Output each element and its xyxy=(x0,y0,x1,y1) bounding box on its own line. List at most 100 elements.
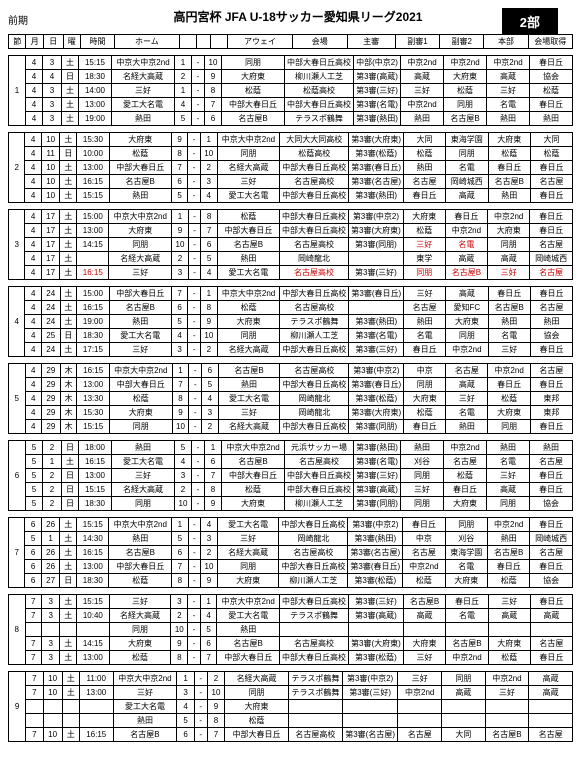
cell: 名経大高蔵 xyxy=(218,420,280,434)
cell xyxy=(488,623,530,637)
cell: 三好 xyxy=(487,469,530,483)
cell: 名古屋 xyxy=(530,301,572,315)
cell: 三好 xyxy=(109,595,171,609)
cell: 三好 xyxy=(109,343,171,357)
cell: 土 xyxy=(60,651,77,665)
cell xyxy=(442,714,486,728)
cell: 14:30 xyxy=(77,532,109,546)
cell: 4 xyxy=(26,84,43,98)
table-row: 51土14:30熱田5-3三好岡崎龍北第3審(熱田)中京刈谷熱田岡崎城西 xyxy=(9,532,573,546)
cell: - xyxy=(188,560,201,574)
cell: 高蔵 xyxy=(446,378,488,392)
table-row: 429木13:30松蔭8-4愛工大名電岡崎龍北第3審(松蔭)大府東三好松蔭東邦 xyxy=(9,392,573,406)
cell: - xyxy=(188,133,201,147)
cell: 熱田 xyxy=(488,532,530,546)
cell: 19:00 xyxy=(79,112,112,126)
cell: 高蔵 xyxy=(530,609,572,623)
cell: 第3審(同朋) xyxy=(354,497,401,511)
col-header: 主審 xyxy=(347,35,395,49)
cell: 高蔵 xyxy=(529,686,573,700)
cell: 7 xyxy=(26,686,43,700)
cell: 名電 xyxy=(446,406,488,420)
cell: 熱田 xyxy=(404,161,446,175)
cell xyxy=(77,623,109,637)
cell: 10 xyxy=(175,497,192,511)
cell: 三好 xyxy=(403,651,445,665)
cell: 柳川瀬人工芝 xyxy=(279,574,348,588)
cell: 土 xyxy=(60,637,77,651)
cell: 3 xyxy=(202,406,219,420)
cell: - xyxy=(194,686,207,700)
cell: 13:00 xyxy=(79,98,112,112)
cell: 松蔭高校 xyxy=(285,84,354,98)
table-row: 417土名経大高蔵2-5熱田岡崎龍北東学高蔵高蔵岡崎城西 xyxy=(9,252,573,266)
cell xyxy=(446,623,488,637)
cell: 7 xyxy=(171,287,187,301)
cell: 三好 xyxy=(112,84,175,98)
cell: 熱田 xyxy=(218,378,280,392)
cell: - xyxy=(188,287,201,301)
cell: 2 xyxy=(175,483,192,497)
cell: 春日丘 xyxy=(530,469,573,483)
cell: 15:30 xyxy=(77,133,109,147)
cell: 第3審(松蔭) xyxy=(349,147,404,161)
cell: 大同 xyxy=(404,133,446,147)
cell: 2 xyxy=(43,483,62,497)
cell: 熱田 xyxy=(487,441,530,455)
cell: 名古屋 xyxy=(404,301,446,315)
cell: 第3審(熱田) xyxy=(354,441,401,455)
cell: 10:00 xyxy=(77,147,109,161)
division-badge: 2部 xyxy=(502,8,558,35)
cell: 春日丘 xyxy=(445,210,487,224)
cell: 4 xyxy=(200,609,217,623)
table-row: 143土15:15中京大中京2nd1-10同朋中部大春日丘高校中部(中京2)中京… xyxy=(9,56,573,70)
cell: 中京2nd xyxy=(401,98,444,112)
cell: 松蔭 xyxy=(109,651,171,665)
cell: 名古屋B xyxy=(403,595,445,609)
cell: 中部大春日丘 xyxy=(109,560,172,574)
setu-cell: 6 xyxy=(9,441,26,511)
cell: 中京大中京2nd xyxy=(109,364,172,378)
cell: 15:30 xyxy=(77,406,109,420)
cell: 名古屋高校 xyxy=(280,175,349,189)
cell: 5 xyxy=(171,189,187,203)
cell: 熱田 xyxy=(112,441,175,455)
cell xyxy=(485,714,529,728)
cell: 24 xyxy=(41,343,60,357)
cell: 18:30 xyxy=(77,574,109,588)
cell: 柳川瀬人工芝 xyxy=(285,497,354,511)
cell: 土 xyxy=(60,224,77,238)
cell: 日 xyxy=(62,441,79,455)
cell: 2 xyxy=(200,343,217,357)
cell xyxy=(80,714,113,728)
cell: - xyxy=(188,651,201,665)
cell: 第3審(三好) xyxy=(349,595,404,609)
cell: テラスポ鶴舞 xyxy=(280,315,349,329)
cell: 三好 xyxy=(398,672,442,686)
cell: 三好 xyxy=(218,406,280,420)
cell: 中京大中京2nd xyxy=(222,441,285,455)
cell: 同朋 xyxy=(112,497,175,511)
cell xyxy=(280,623,349,637)
cell: - xyxy=(188,252,201,266)
cell: 24 xyxy=(41,301,60,315)
cell: 29 xyxy=(42,406,61,420)
cell: - xyxy=(189,406,202,420)
cell: 5 xyxy=(175,441,192,455)
cell: 10 xyxy=(41,161,60,175)
cell: 10 xyxy=(200,147,217,161)
cell: 土 xyxy=(62,455,79,469)
cell: 松蔭 xyxy=(403,224,445,238)
cell: - xyxy=(188,343,201,357)
cell: 16:15 xyxy=(77,364,109,378)
cell: 愛工大名電 xyxy=(217,609,280,623)
cell: 中部大春日丘高校 xyxy=(280,343,349,357)
cell: 名古屋B xyxy=(488,546,530,560)
cell: 中部大春日丘高校 xyxy=(280,378,349,392)
cell: 1 xyxy=(200,133,217,147)
cell: 同朋 xyxy=(446,329,488,343)
block-table: 2410土15:30大府東9-1中京大中京2nd大同大大同高校第3審(大府東)大… xyxy=(8,132,573,203)
cell: 松蔭 xyxy=(404,147,446,161)
cell: 第3審(大府東) xyxy=(349,637,404,651)
table-row: 44日18:30名経大高蔵2-9大府東柳川瀬人工芝第3審(高蔵)高蔵大府東高蔵協… xyxy=(9,70,573,84)
